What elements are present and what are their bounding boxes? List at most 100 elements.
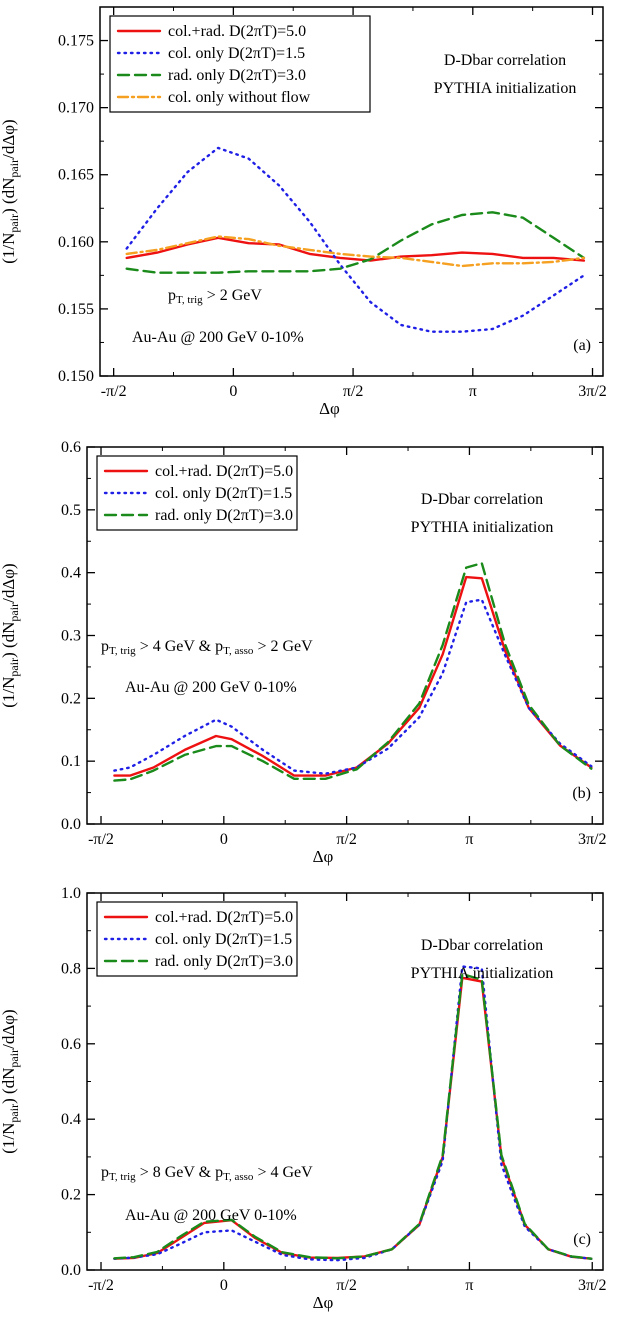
annotation-part: T, asso [223, 1171, 254, 1183]
series-line-2 [113, 562, 593, 782]
annotation-part: T, trig [176, 294, 203, 306]
x-tick-label: -π/2 [88, 831, 114, 848]
annotation-left: Au-Au @ 200 GeV 0-10% [125, 679, 297, 696]
legend-label: col.+rad. D(2πT)=5.0 [155, 463, 293, 480]
x-tick-label: 3π/2 [578, 383, 607, 400]
y-axis-label-part: /dΔφ) [0, 563, 18, 603]
y-tick-label: 0.160 [58, 234, 94, 251]
plot-frame [99, 6, 604, 377]
annotation-right: D-Dbar correlation [421, 491, 543, 508]
annotation-part: p [101, 638, 109, 655]
annotation-part: T, trig [109, 1171, 136, 1183]
annotation-part: > 8 GeV & p [136, 1164, 223, 1181]
annotation-right: PYTHIA initialization [411, 519, 554, 536]
panel-label: (c) [573, 1231, 591, 1248]
annotation-part: > 4 GeV & p [136, 638, 223, 655]
y-tick-label: 0.2 [61, 1187, 81, 1204]
x-tick-label: -π/2 [101, 383, 127, 400]
annotation-part: Au-Au @ 200 GeV 0-10% [125, 679, 297, 696]
y-axis-label-part: pair [7, 1104, 21, 1123]
y-tick-label: 0.165 [58, 167, 94, 184]
y-tick-label: 0.155 [58, 301, 94, 318]
y-axis-label-part: ) (dN [0, 178, 18, 214]
x-axis-label: Δφ [313, 847, 334, 866]
plot-frame [86, 892, 604, 1271]
legend-label: col.+rad. D(2πT)=5.0 [155, 909, 293, 926]
annotation-part: > 4 GeV [253, 1164, 313, 1181]
annotation-right: D-Dbar correlation [421, 937, 543, 954]
y-tick-label: 0.4 [61, 1111, 81, 1128]
x-tick-label: π/2 [336, 831, 357, 848]
x-tick-label: 3π/2 [578, 831, 607, 848]
annotation-right: PYTHIA initialization [411, 965, 554, 982]
y-tick-label: 0.4 [61, 565, 81, 582]
annotation-left: Au-Au @ 200 GeV 0-10% [125, 1207, 297, 1224]
chart-panel-a: -π/2 0 π/2 π 3π/2 0.150 0.155 0.160 0.165 0.170 0.… [0, 6, 607, 418]
y-axis-label-part: (1/N [0, 233, 18, 264]
legend-label: rad. only D(2πT)=3.0 [155, 953, 293, 970]
legend-label: col.+rad. D(2πT)=5.0 [168, 23, 306, 40]
chart-panel-b: -π/2 0 π/2 π 3π/2 0.0 0.1 0.2 0.3 0.4 0.5 0.6 col.+r… [0, 439, 607, 866]
legend-label: col. only D(2πT)=1.5 [155, 485, 292, 502]
y-tick-label: 0.3 [61, 628, 81, 645]
annotation-part: > 2 GeV [253, 638, 313, 655]
y-axis-label-part: /dΔφ) [0, 119, 18, 159]
y-axis-label-part: pair [7, 1049, 21, 1068]
y-tick-label: 0.6 [61, 439, 81, 456]
series-line-1 [113, 598, 593, 775]
series-line-0 [125, 236, 586, 262]
x-tick-label: 0 [220, 1277, 228, 1294]
y-tick-label: 0.175 [58, 33, 94, 50]
x-tick-label: π [465, 831, 473, 848]
y-tick-label: 0.1 [61, 753, 81, 770]
y-tick-label: 0.5 [61, 502, 81, 519]
annotation-part: p [168, 287, 176, 304]
y-tick-label: 0.2 [61, 690, 81, 707]
annotation-right: D-Dbar correlation [444, 52, 566, 69]
y-axis-label-part: pair [7, 214, 21, 233]
annotation-left: pT, trig > 4 GeV & pT, asso > 2 GeV [101, 638, 313, 657]
series-line-3 [125, 235, 586, 268]
x-tick-label: 3π/2 [578, 1277, 607, 1294]
annotation-left: pT, trig > 8 GeV & pT, asso > 4 GeV [101, 1164, 313, 1183]
y-axis-label-part: pair [7, 603, 21, 622]
x-tick-label: -π/2 [88, 1277, 114, 1294]
panel-label: (b) [572, 785, 591, 802]
y-axis-label-part: pair [7, 159, 21, 178]
series-line-0 [113, 575, 593, 777]
y-tick-label: 0.6 [61, 1036, 81, 1053]
y-axis-label: (1/Npair) (dNpair/dΔφ) [0, 1009, 21, 1153]
y-tick-label: 0.150 [58, 368, 94, 385]
annotation-part: T, asso [223, 645, 254, 657]
chart-panel-c: -π/2 0 π/2 π 3π/2 0.0 0.2 0.4 0.6 0.8 1.0 col.+rad.… [0, 885, 607, 1312]
x-tick-label: π/2 [336, 1277, 357, 1294]
y-axis-label-part: (1/N [0, 677, 18, 708]
x-axis-label: Δφ [319, 399, 340, 418]
y-tick-label: 0.8 [61, 960, 81, 977]
panel-label: (a) [573, 337, 591, 354]
annotation-left: pT, trig > 2 GeV [168, 287, 262, 306]
y-axis-label-part: ) (dN [0, 622, 18, 658]
y-tick-label: 0.170 [58, 100, 94, 117]
y-tick-label: 0.0 [61, 816, 81, 833]
annotation-part: T, trig [109, 645, 136, 657]
annotation-left: Au-Au @ 200 GeV 0-10% [132, 329, 304, 346]
y-axis-label-part: pair [7, 658, 21, 677]
annotation-part: Au-Au @ 200 GeV 0-10% [132, 329, 304, 346]
annotation-part: p [101, 1164, 109, 1181]
y-axis-label: (1/Npair) (dNpair/dΔφ) [0, 119, 21, 263]
plot-frame [86, 446, 604, 825]
y-axis-label: (1/Npair) (dNpair/dΔφ) [0, 563, 21, 707]
legend-label: col. only without flow [168, 89, 311, 106]
x-tick-label: 0 [229, 383, 237, 400]
legend-label: col. only D(2πT)=1.5 [168, 45, 305, 62]
y-axis-label-part: ) (dN [0, 1068, 18, 1104]
series-line-1 [113, 965, 593, 1262]
x-axis-label: Δφ [313, 1293, 334, 1312]
y-axis-label-part: /dΔφ) [0, 1009, 18, 1049]
annotation-right: PYTHIA initialization [434, 80, 577, 97]
series-line-2 [125, 211, 586, 274]
x-tick-label: π/2 [343, 383, 364, 400]
y-tick-label: 1.0 [61, 885, 81, 902]
